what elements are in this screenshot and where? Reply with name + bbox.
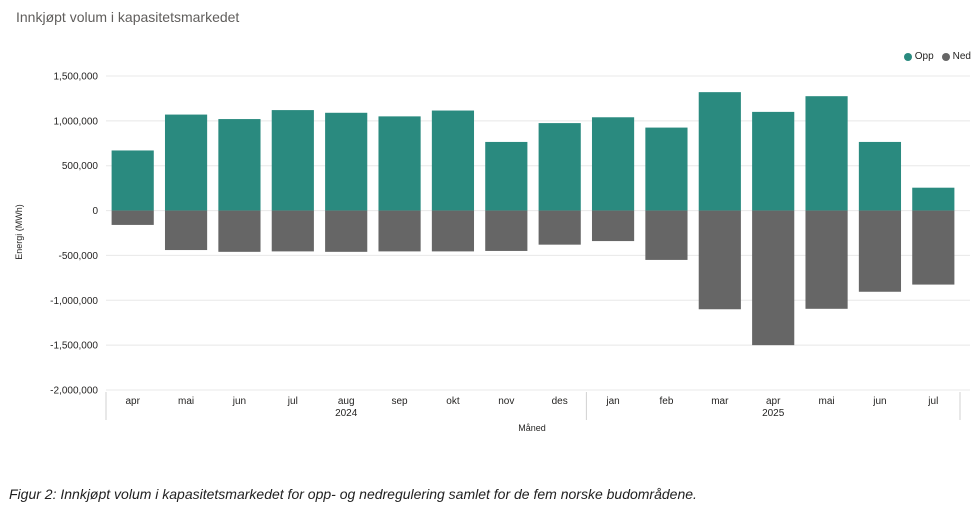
bar-ned-jul[interactable]: [271, 210, 314, 252]
bar-ned-sep[interactable]: [378, 210, 421, 252]
legend-item-ned[interactable]: Ned: [941, 51, 971, 62]
bar-ned-apr[interactable]: [752, 210, 795, 346]
chart-title: Innkjøpt volum i kapasitetsmarkedet: [16, 9, 240, 25]
bar-opp-des[interactable]: [538, 123, 581, 211]
y-tick-label: -1,500,000: [50, 341, 98, 352]
legend-label-ned: Ned: [952, 51, 971, 62]
bars: [111, 92, 955, 346]
bar-opp-jul[interactable]: [912, 187, 955, 211]
y-tick-label: -2,000,000: [50, 386, 98, 397]
bar-opp-mai[interactable]: [805, 96, 848, 211]
x-tick-label: apr: [125, 396, 140, 407]
bar-ned-okt[interactable]: [431, 210, 475, 252]
x-tick-label: apr: [766, 396, 781, 407]
bar-ned-jun[interactable]: [858, 210, 902, 292]
legend: Opp Ned: [903, 51, 971, 62]
y-axis-label: Energi (MWh): [14, 204, 24, 260]
bar-ned-mar[interactable]: [698, 210, 741, 310]
x-tick-label: jan: [605, 396, 619, 407]
bar-ned-feb[interactable]: [645, 210, 688, 260]
year-label-2024: 2024: [335, 408, 358, 419]
figure-caption: Figur 2: Innkjøpt volum i kapasitetsmark…: [9, 486, 697, 502]
y-tick-label: 0: [92, 206, 98, 217]
bar-opp-aug[interactable]: [325, 112, 368, 211]
bar-opp-nov[interactable]: [485, 141, 528, 211]
bar-opp-feb[interactable]: [645, 127, 688, 211]
y-tick-label: -500,000: [59, 251, 99, 262]
bar-ned-aug[interactable]: [325, 210, 368, 252]
x-tick-label: mai: [178, 396, 194, 407]
bar-ned-des[interactable]: [538, 210, 581, 245]
bar-chart: 1,500,000 1,000,000 500,000 0 -500,000 -1,000…: [14, 72, 970, 433]
legend-label-opp: Opp: [914, 51, 934, 62]
bar-opp-jul[interactable]: [271, 110, 314, 211]
bar-opp-jun[interactable]: [858, 141, 902, 211]
bar-ned-nov[interactable]: [485, 210, 528, 251]
x-tick-label: jun: [232, 396, 246, 407]
bar-opp-jun[interactable]: [218, 119, 261, 211]
x-tick-label: sep: [392, 396, 409, 407]
legend-swatch-opp: [903, 52, 912, 61]
y-axis-ticks: 1,500,000 1,000,000 500,000 0 -500,000 -1,000…: [50, 72, 98, 397]
bar-ned-apr[interactable]: [111, 210, 154, 225]
legend-item-opp[interactable]: Opp: [903, 51, 934, 62]
bar-ned-jan[interactable]: [591, 210, 635, 242]
x-tick-label: nov: [498, 396, 514, 407]
bar-opp-sep[interactable]: [378, 116, 421, 211]
bar-ned-jul[interactable]: [912, 210, 955, 285]
x-tick-label: aug: [338, 396, 355, 407]
year-label-2025: 2025: [762, 408, 785, 419]
bar-opp-okt[interactable]: [431, 110, 475, 211]
y-tick-label: 1,500,000: [54, 72, 99, 83]
x-tick-label: feb: [659, 396, 673, 407]
y-tick-label: 1,000,000: [54, 116, 99, 127]
bar-opp-apr[interactable]: [752, 111, 795, 211]
x-axis-label: Måned: [518, 423, 546, 433]
x-tick-label: mai: [819, 396, 835, 407]
x-tick-label: okt: [446, 396, 460, 407]
legend-swatch-ned: [941, 52, 950, 61]
bar-opp-mai[interactable]: [164, 114, 208, 211]
bar-ned-mai[interactable]: [164, 210, 208, 251]
x-tick-label: jul: [287, 396, 298, 407]
bar-opp-mar[interactable]: [698, 92, 741, 211]
x-tick-label: des: [552, 396, 568, 407]
bar-ned-jun[interactable]: [218, 210, 261, 252]
x-tick-label: jun: [872, 396, 886, 407]
y-tick-label: -1,000,000: [50, 296, 98, 307]
x-axis: apr mai jun jul aug sep okt nov des jan feb mar apr m…: [105, 392, 961, 420]
bar-ned-mai[interactable]: [805, 210, 848, 309]
bar-opp-jan[interactable]: [591, 117, 635, 211]
bar-opp-apr[interactable]: [111, 150, 154, 211]
x-tick-label: mar: [711, 396, 729, 407]
y-tick-label: 500,000: [62, 161, 99, 172]
x-tick-label: jul: [927, 396, 938, 407]
